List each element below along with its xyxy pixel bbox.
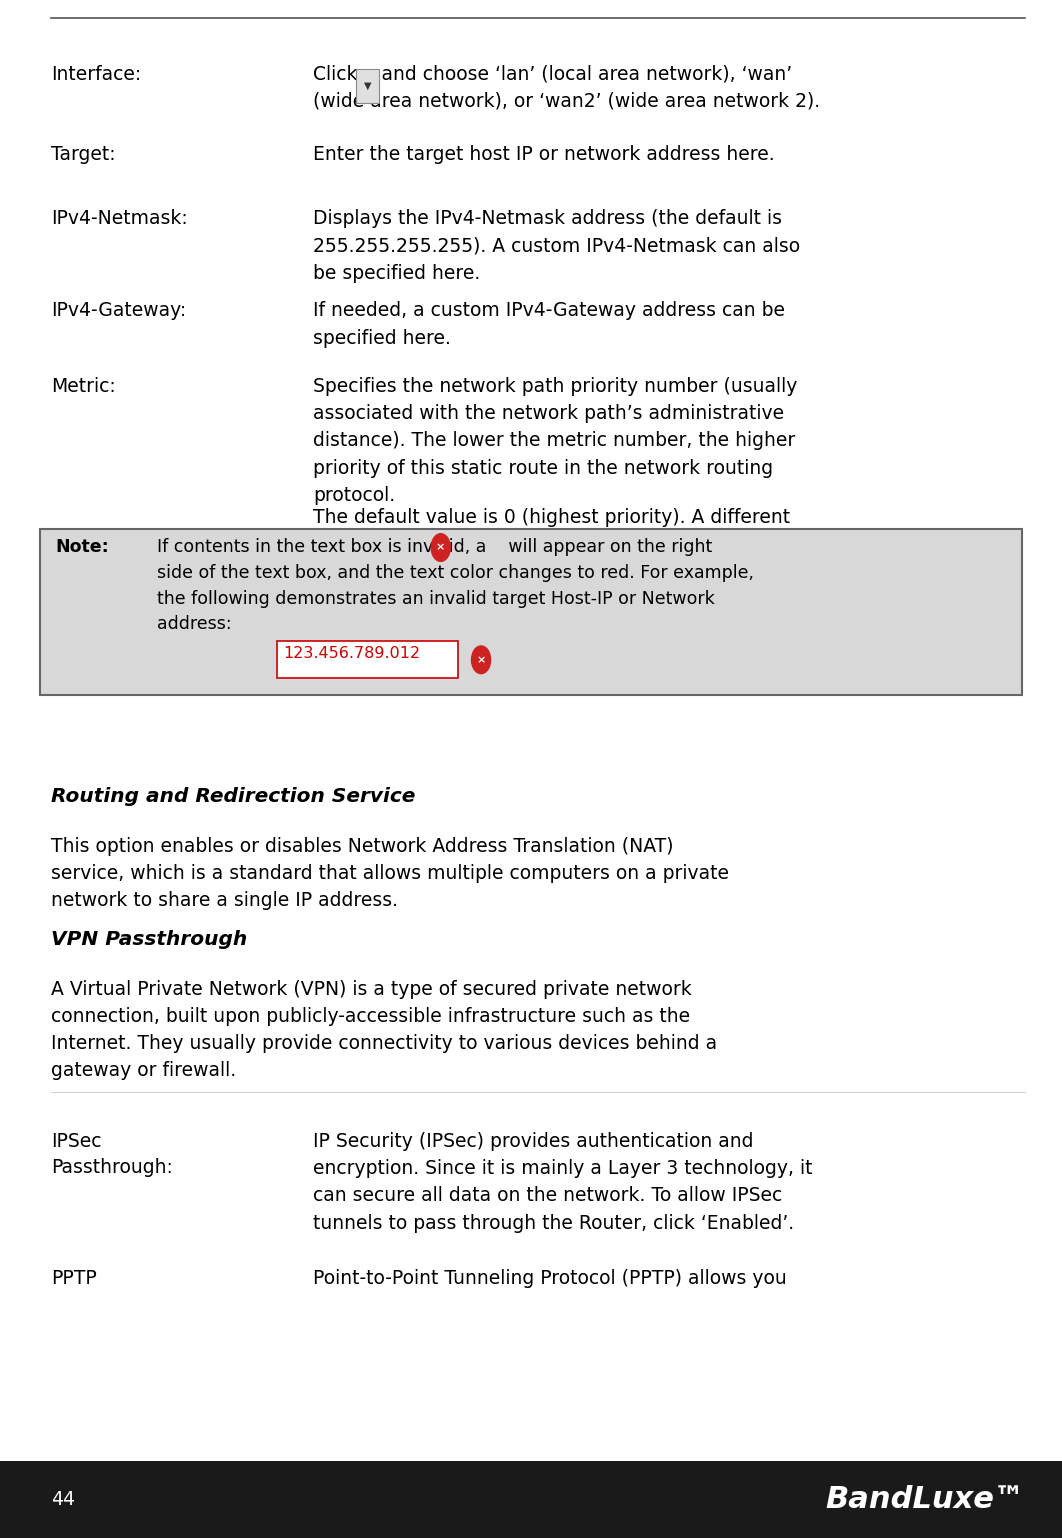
Text: Click    and choose ‘lan’ (local area network), ‘wan’
(wide area network), or ‘w: Click and choose ‘lan’ (local area netwo… [313, 65, 821, 111]
Text: Routing and Redirection Service: Routing and Redirection Service [51, 787, 415, 806]
Text: 123.456.789.012: 123.456.789.012 [284, 646, 421, 661]
Text: Enter the target host IP or network address here.: Enter the target host IP or network addr… [313, 145, 775, 163]
Text: ×: × [436, 543, 445, 552]
FancyBboxPatch shape [40, 529, 1022, 695]
Text: IPSec
Passthrough:: IPSec Passthrough: [51, 1132, 173, 1177]
Text: A Virtual Private Network (VPN) is a type of secured private network
connection,: A Virtual Private Network (VPN) is a typ… [51, 980, 717, 1081]
FancyBboxPatch shape [0, 1461, 1062, 1538]
Text: Specifies the network path priority number (usually
associated with the network : Specifies the network path priority numb… [313, 377, 798, 504]
Text: Note:: Note: [55, 538, 109, 557]
Text: IPv4-Gateway:: IPv4-Gateway: [51, 301, 186, 320]
Text: Interface:: Interface: [51, 65, 141, 83]
Text: Target:: Target: [51, 145, 116, 163]
Text: This option enables or disables Network Address Translation (NAT)
service, which: This option enables or disables Network … [51, 837, 729, 910]
Text: IPv4-Netmask:: IPv4-Netmask: [51, 209, 188, 228]
Text: Metric:: Metric: [51, 377, 116, 395]
Text: IP Security (IPSec) provides authentication and
encryption. Since it is mainly a: IP Security (IPSec) provides authenticat… [313, 1132, 812, 1233]
Text: If needed, a custom IPv4-Gateway address can be
specified here.: If needed, a custom IPv4-Gateway address… [313, 301, 785, 348]
Text: BandLuxe™: BandLuxe™ [825, 1486, 1025, 1513]
Text: The default value is 0 (highest priority). A different
metric number can also be: The default value is 0 (highest priority… [313, 508, 790, 554]
Text: Point-to-Point Tunneling Protocol (PPTP) allows you: Point-to-Point Tunneling Protocol (PPTP)… [313, 1269, 787, 1287]
Circle shape [472, 646, 491, 674]
Text: If contents in the text box is invalid, a    will appear on the right
side of th: If contents in the text box is invalid, … [157, 538, 754, 634]
Text: Displays the IPv4-Netmask address (the default is
255.255.255.255). A custom IPv: Displays the IPv4-Netmask address (the d… [313, 209, 801, 283]
Text: 44: 44 [51, 1490, 75, 1509]
Circle shape [431, 534, 450, 561]
Text: ×: × [477, 655, 485, 664]
Text: ▼: ▼ [363, 82, 372, 91]
FancyBboxPatch shape [356, 69, 379, 103]
Text: PPTP: PPTP [51, 1269, 97, 1287]
Text: VPN Passthrough: VPN Passthrough [51, 930, 247, 949]
FancyBboxPatch shape [277, 641, 458, 678]
